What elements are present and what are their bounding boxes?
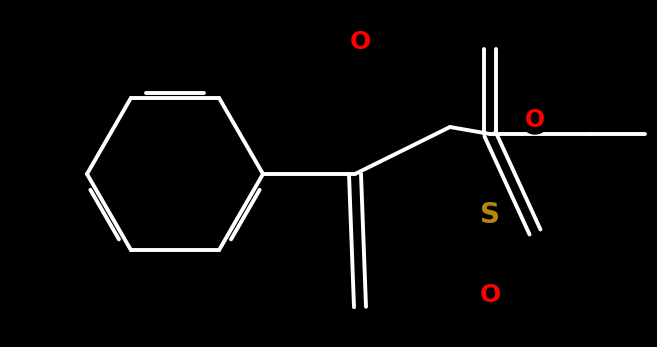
Text: O: O bbox=[480, 283, 501, 307]
Text: S: S bbox=[480, 201, 500, 229]
Circle shape bbox=[346, 28, 374, 56]
Circle shape bbox=[521, 106, 549, 134]
Circle shape bbox=[476, 281, 504, 309]
Circle shape bbox=[476, 201, 504, 229]
Text: O: O bbox=[525, 108, 545, 132]
Text: O: O bbox=[350, 30, 371, 54]
